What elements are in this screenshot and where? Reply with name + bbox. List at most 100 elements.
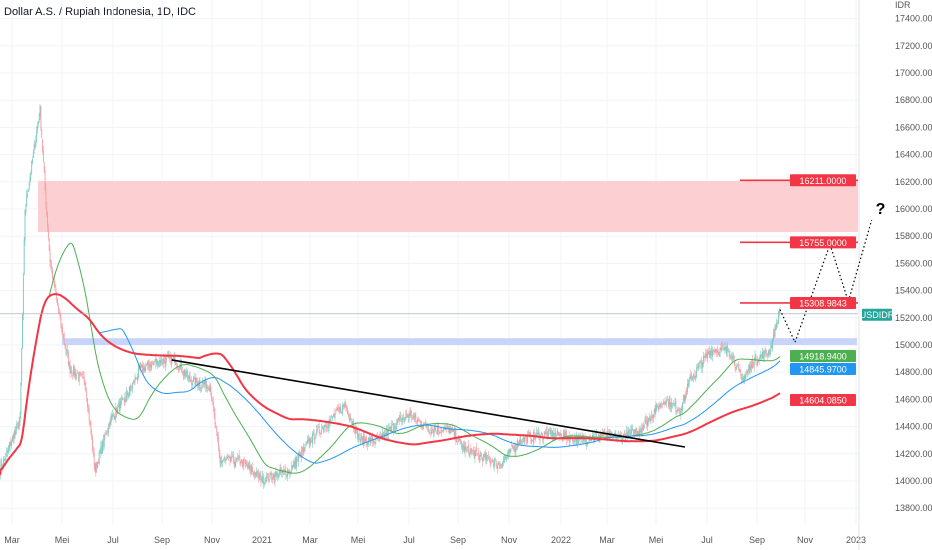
candle-body [241,459,243,463]
candle-body [260,475,262,483]
candle-body [411,414,413,419]
candle-body [351,421,353,424]
candle-body [330,416,332,422]
candle-body [307,440,308,443]
x-tick-label: Mar [599,535,615,545]
candle-body [392,424,393,426]
candle-body [540,433,542,438]
candle-body [31,160,33,172]
candle-body [135,378,137,380]
candle-body [652,415,653,418]
candle-body [224,457,226,460]
candle-body [524,437,526,442]
candle-body [265,480,267,483]
candle-body [165,357,167,366]
candle-body [527,435,528,443]
candle-body [552,431,553,439]
candle-body [148,363,150,369]
candle-body [284,469,286,471]
candle-body [250,465,252,473]
candle-body [88,408,90,421]
candle-body [314,439,316,440]
candle-body [93,452,95,466]
candle-body [59,312,61,317]
candle-body [522,436,524,442]
candle-body [632,428,633,431]
candle-body [642,427,643,431]
candle-body [309,438,311,444]
candle-body [83,376,85,382]
candle-body [761,355,763,357]
candle-body [237,456,239,458]
x-tick-label: Nov [797,535,814,545]
candle-body [778,311,780,315]
candle-body [695,372,697,379]
candle-body [106,431,108,434]
candle-body [219,454,221,463]
candle-body [725,346,727,352]
candle-body [162,362,163,364]
candle-body [117,404,119,407]
candle-body [470,448,472,453]
candle-body [549,430,551,434]
candle-body [207,387,209,391]
candle-body [519,438,521,446]
candle-body [612,433,613,435]
candle-body [129,385,131,394]
candle-body [345,405,347,408]
candle-body [109,420,111,425]
candle-body [456,440,458,443]
y-tick-label: 14400.0000 [895,422,932,432]
candle-body [430,432,432,434]
candle-body [735,368,737,370]
candle-body [514,447,516,451]
candle-body [141,364,143,367]
candle-body [762,351,764,360]
candle-body [467,446,468,448]
y-tick-label: 14000.0000 [895,476,932,486]
candle-body [306,443,308,445]
candle-body [296,458,298,468]
ma-value-label: 14918.9400 [799,352,847,362]
candle-body [42,150,44,162]
candle-body [188,376,190,378]
candle-body [52,269,53,279]
candle-body [490,463,492,464]
candle-body [441,429,443,433]
candle-body [563,434,565,438]
candle-body [767,354,768,357]
candle-body [143,368,145,371]
candle-body [672,403,674,404]
candle-body [425,421,427,425]
candle-body [173,356,175,359]
candle-body [128,391,130,397]
candle-body [427,429,429,430]
candle-body [623,434,625,436]
candle-body [486,456,488,462]
candle-body [382,433,383,437]
moving-average-line [0,242,781,475]
candle-body [363,434,365,444]
candle-body [18,421,20,430]
candle-body [52,276,54,279]
candle-body [542,436,544,441]
candle-body [738,369,740,371]
candle-body [181,363,183,372]
candle-body [462,444,464,448]
candle-body [422,426,423,428]
chart-title: Dollar A.S. / Rupiah Indonesia, 1D, IDC [4,6,196,18]
candle-body [717,352,719,355]
candle-body [322,426,323,429]
candle-body [474,452,476,459]
candle-body [422,426,424,429]
candle-body [562,432,564,441]
candle-body [49,249,51,263]
x-tick-label: Nov [501,535,518,545]
candle-body [392,422,394,431]
candle-body [765,349,767,354]
candle-body [242,460,243,467]
candle-body [697,366,699,368]
candle-body [361,436,363,438]
candle-body [531,440,533,441]
